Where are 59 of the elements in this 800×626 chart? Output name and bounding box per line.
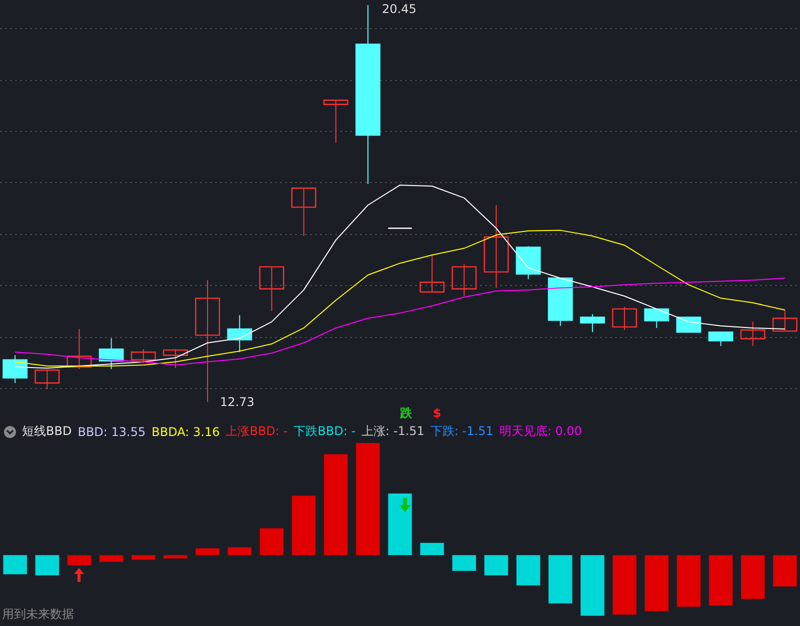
bar (676, 555, 701, 607)
bar (644, 555, 668, 612)
chart-title: 短线BBD (22, 423, 72, 440)
text: BBD: 13.55 (78, 424, 146, 438)
bar (740, 555, 765, 599)
bar (452, 555, 476, 571)
candlestick (130, 348, 156, 364)
candlestick (740, 321, 766, 346)
annotation: 12.73 (220, 395, 254, 409)
candlestick (323, 100, 348, 144)
annotation: 跌 (399, 406, 413, 420)
annotation: 20.45 (382, 2, 416, 16)
bar (67, 555, 92, 566)
text: 上涨BBD: - (226, 423, 288, 440)
candlestick (291, 188, 316, 236)
annotation: $ (432, 406, 442, 420)
candlestick (452, 264, 477, 297)
bar (132, 555, 156, 560)
text: 明天见底: 0.00 (499, 423, 582, 440)
bar (164, 555, 188, 559)
bar (388, 493, 412, 556)
bar (708, 555, 733, 606)
bar (356, 443, 380, 556)
candlestick (195, 280, 220, 403)
bar (3, 555, 27, 574)
candlestick (98, 338, 124, 370)
text: 下跌BBD: - (294, 423, 356, 440)
bar (228, 547, 252, 556)
bar (196, 548, 220, 556)
bar (612, 555, 636, 615)
candlestick (162, 348, 188, 369)
candlestick (34, 370, 60, 390)
bar (548, 555, 572, 604)
bar (292, 496, 316, 556)
candlestick (420, 254, 445, 293)
candlestick (708, 331, 734, 346)
candlestick (772, 309, 798, 332)
candlestick (484, 204, 509, 288)
annotation: 用到未来数据 (2, 606, 74, 623)
bar (580, 555, 604, 616)
bar (484, 555, 508, 576)
candlestick (676, 316, 702, 333)
text: 上涨: -1.51 (362, 423, 424, 440)
bar (99, 555, 124, 562)
candlestick (2, 354, 28, 384)
bar (773, 555, 797, 587)
bar (420, 542, 444, 556)
candlestick (644, 308, 670, 328)
candlestick (259, 266, 284, 312)
bar (260, 528, 284, 556)
bar (324, 454, 348, 556)
candlestick (580, 314, 605, 333)
text: BBDA: 3.16 (152, 424, 220, 438)
bar (516, 555, 540, 586)
text: 下跌: -1.51 (430, 423, 494, 440)
candlestick (227, 314, 252, 353)
candlestick (612, 306, 638, 331)
bar (35, 555, 60, 576)
candlestick (66, 328, 92, 370)
